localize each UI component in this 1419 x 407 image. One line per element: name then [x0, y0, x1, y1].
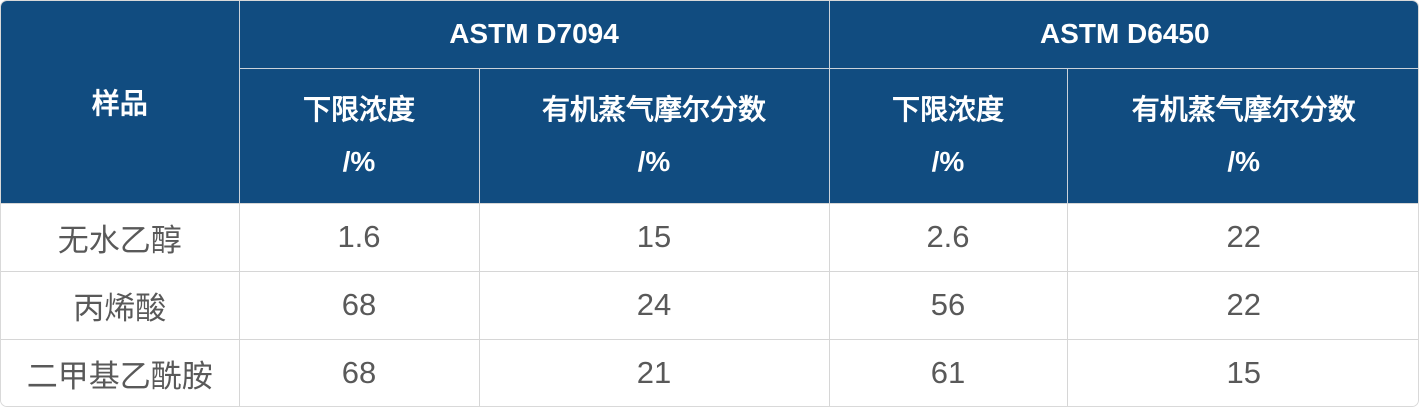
sub-header-unit: /% — [931, 145, 965, 177]
table-row: 丙烯酸 68 24 56 22 — [1, 270, 1418, 340]
sub-header-lower-limit-d7094: 下限浓度 /% — [239, 68, 479, 203]
table-row: 无水乙醇 1.6 15 2.6 22 — [1, 202, 1418, 272]
sub-header-label: 有机蒸气摩尔分数 — [541, 93, 766, 125]
sub-header-lower-limit-d6450: 下限浓度 /% — [828, 68, 1067, 203]
value-cell: 2.6 — [828, 202, 1068, 272]
sub-header-row: 下限浓度 /% 有机蒸气摩尔分数 /% 下限浓度 /% 有机蒸气摩尔分数 /% — [1, 68, 1418, 203]
value-cell: 22 — [1066, 202, 1418, 272]
header-cell-sample: 样品 — [1, 1, 240, 203]
table-row: 二甲基乙酰胺 68 21 61 15 — [1, 338, 1418, 406]
sample-cell: 二甲基乙酰胺 — [1, 338, 240, 406]
sub-header-mole-fraction-d6450: 有机蒸气摩尔分数 /% — [1066, 68, 1418, 203]
value-cell: 15 — [478, 202, 830, 272]
sub-header-label: 下限浓度 — [302, 93, 415, 125]
sample-cell: 无水乙醇 — [1, 202, 240, 272]
value-cell: 15 — [1066, 338, 1418, 406]
value-cell: 1.6 — [238, 202, 480, 272]
sub-header-unit: /% — [342, 145, 376, 177]
sub-header-mole-fraction-d7094: 有机蒸气摩尔分数 /% — [478, 68, 829, 203]
sub-header-label: 有机蒸气摩尔分数 — [1131, 93, 1356, 125]
group-header-row: 样品 ASTM D7094 ASTM D6450 — [1, 1, 1418, 203]
sample-cell: 丙烯酸 — [1, 270, 240, 340]
table-body: 无水乙醇 1.6 15 2.6 22 丙烯酸 68 24 56 22 二甲基乙酰… — [1, 202, 1418, 406]
sub-header-label: 下限浓度 — [891, 93, 1004, 125]
value-cell: 68 — [238, 338, 480, 406]
value-cell: 68 — [238, 270, 480, 340]
group-header-astm-d7094: ASTM D7094 — [239, 1, 829, 69]
table-header: 样品 ASTM D7094 ASTM D6450 下限浓度 /% 有机蒸气摩尔分… — [1, 1, 1418, 203]
value-cell: 22 — [1066, 270, 1418, 340]
value-cell: 24 — [478, 270, 830, 340]
sub-header-unit: /% — [637, 145, 671, 177]
group-header-astm-d6450: ASTM D6450 — [828, 1, 1418, 69]
value-cell: 61 — [828, 338, 1068, 406]
value-cell: 21 — [478, 338, 830, 406]
value-cell: 56 — [828, 270, 1068, 340]
sub-header-unit: /% — [1227, 145, 1261, 177]
